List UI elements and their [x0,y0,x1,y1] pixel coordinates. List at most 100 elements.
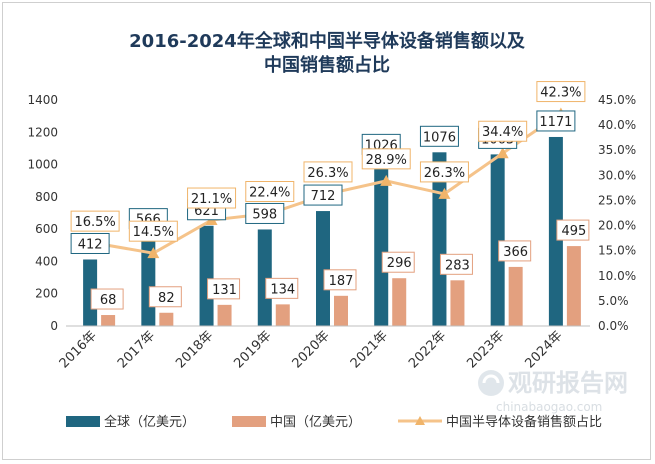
label-box-global [536,110,576,132]
watermark-brand: 观研报告网 [508,369,628,397]
label-box-china [381,251,415,273]
x-tick-label: 2024年 [523,328,566,371]
data-label-china: 296 [387,256,412,271]
label-box-ratio [419,161,469,183]
watermark-url: chinabaogao.com [496,400,602,414]
label-box-ratio [245,181,295,203]
data-label-ratio: 22.4% [249,186,290,201]
y-left-tick-label: 600 [35,222,58,236]
chart-title-line1: 2016-2024年全球和中国半导体设备销售额以及 [129,30,526,52]
data-label-ratio: 28.9% [366,153,407,168]
y-right-tick-label: 5.0% [598,294,629,308]
bar-china [159,312,174,326]
ratio-marker [380,174,393,186]
ratio-marker [438,187,451,199]
label-box-china [439,253,473,275]
label-box-china [148,286,182,308]
label-box-global [303,184,343,206]
y-left-tick-label: 800 [35,190,58,204]
y-left-tick-label: 1000 [27,158,58,172]
data-label-ratio: 26.3% [424,166,465,181]
legend-label-ratio: 中国半导体设备销售额占比 [446,414,602,430]
data-label-global: 1171 [539,115,572,130]
y-right-tick-label: 40.0% [598,118,636,132]
bar-global [257,229,272,326]
y-right-tick-label: 25.0% [598,193,636,207]
data-label-ratio: 21.1% [191,192,232,207]
label-box-global [245,202,285,224]
watermark: 观研报告网 chinabaogao.com [478,369,628,414]
label-box-china [265,277,299,299]
ratio-marker [147,247,160,259]
label-box-china [90,288,124,310]
y-right-tick-label: 30.0% [598,168,636,182]
y-left-tick-label: 200 [35,287,58,301]
bars [83,136,581,326]
x-tick-label: 2019年 [231,328,274,371]
label-box-ratio [70,210,120,232]
bar-global [199,225,214,326]
x-tick-label: 2016年 [57,328,100,371]
data-label-china: 187 [329,274,354,289]
data-label-china: 131 [212,283,237,298]
label-box-china [556,219,590,241]
y-right-tick-label: 15.0% [598,244,636,258]
label-box-ratio [536,81,586,103]
data-label-ratio: 42.3% [540,86,581,101]
data-label-global: 712 [311,189,336,204]
bar-china [392,278,407,326]
x-tick-label: 2023年 [464,328,507,371]
label-box-global [419,125,459,147]
chart-frame [2,2,651,460]
bar-china [275,304,290,326]
data-label-china: 283 [445,258,470,273]
label-box-ratio [361,148,411,170]
y-left-tick-label: 0 [50,319,58,333]
data-label-ratio: 16.5% [74,215,115,230]
y-right-tick-label: 20.0% [598,219,636,233]
bar-china [334,295,348,326]
legend-label-china: 中国（亿美元） [270,415,361,430]
watermark-logo-icon [478,370,504,396]
data-label-ratio: 14.5% [133,225,174,240]
label-box-ratio [303,161,353,183]
data-label-china: 68 [100,293,117,308]
y-right-tick-label: 35.0% [598,143,636,157]
legend-label-global: 全球（亿美元） [104,414,195,430]
bar-china [508,266,523,326]
label-box-global [70,232,110,254]
bar-china [101,315,116,326]
x-tick-label: 2022年 [406,328,449,371]
bar-global [316,211,330,326]
bar-china [217,304,232,326]
y-left-tick-label: 1200 [27,125,58,139]
data-label-global: 412 [78,237,103,252]
label-box-china [498,240,532,262]
data-label-china: 495 [561,224,586,239]
data-label-china: 82 [158,291,175,306]
bar-global [490,154,505,326]
bar-china [450,280,465,326]
x-tick-label: 2021年 [348,328,391,371]
bar-global [548,136,563,326]
legend: 全球（亿美元） 中国（亿美元） 中国半导体设备销售额占比 [66,414,602,430]
data-labels: 4126856682621131598134712187102629610762… [70,81,590,310]
legend-swatch-china [232,416,266,427]
y-left-tick-label: 1400 [27,93,58,107]
legend-marker-ratio [415,416,425,425]
y-left-tick-label: 400 [35,254,58,268]
label-box-china [207,278,241,300]
label-box-ratio [478,120,528,142]
chart-title-line2: 中国销售额占比 [264,54,390,76]
y-right-tick-label: 10.0% [598,269,636,283]
bar-global [374,160,389,326]
data-label-global: 1076 [423,130,456,145]
axes: 0 200 400 600 800 1000 1200 1400 0.0% 5.0% 10.0% 15… [27,93,636,371]
label-box-china [323,269,357,291]
data-label-ratio: 26.3% [307,166,348,181]
data-label-ratio: 34.4% [482,125,523,140]
y-right-tick-label: 45.0% [598,93,636,107]
data-label-china: 134 [270,282,295,297]
label-box-ratio [187,187,237,209]
